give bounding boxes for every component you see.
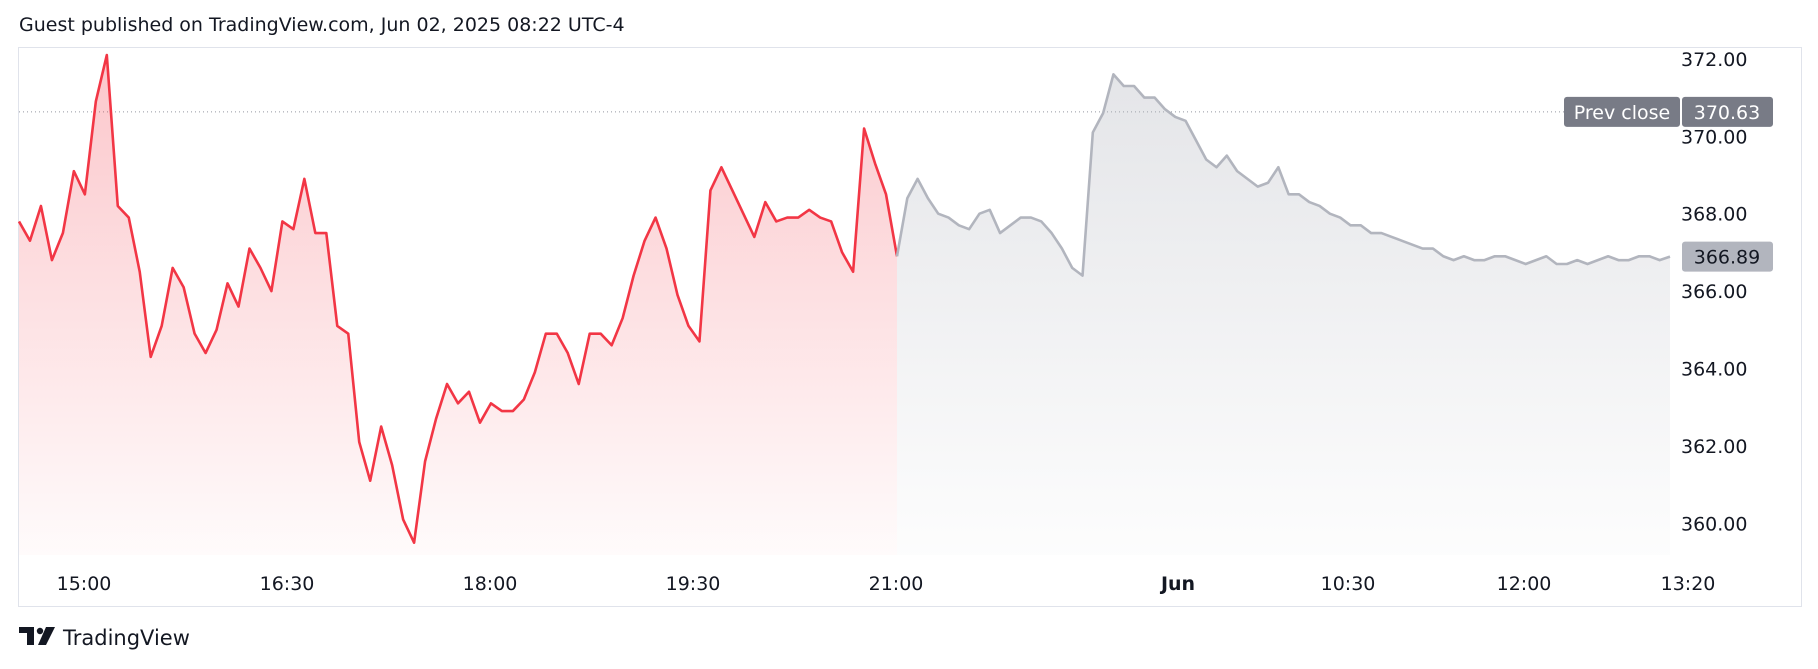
- x-tick-label: 13:20: [1661, 573, 1716, 595]
- prev-close-badge: [1564, 96, 1680, 127]
- prev-close-value-badge: [1682, 96, 1773, 127]
- y-tick-label: 362.00: [1681, 436, 1747, 458]
- y-tick-label: 364.00: [1681, 359, 1747, 381]
- y-tick-label: 368.00: [1681, 204, 1747, 226]
- chart-frame: [18, 47, 1802, 607]
- x-tick-label: 21:00: [869, 573, 924, 595]
- extended-session-line[interactable]: [895, 73, 1671, 277]
- x-tick-label: 16:30: [260, 573, 315, 595]
- x-tick-label: 15:00: [57, 573, 112, 595]
- y-tick-label: 366.00: [1681, 281, 1747, 303]
- x-tick-label: Jun: [1159, 573, 1195, 595]
- x-tick-label: 18:00: [463, 573, 518, 595]
- tradingview-logo-icon: [19, 626, 55, 650]
- footer-brand[interactable]: TradingView: [19, 626, 190, 650]
- footer-brand-name: TradingView: [63, 626, 190, 650]
- prev-close-label: Prev close: [1574, 102, 1670, 124]
- last-price-badge: [1682, 241, 1773, 272]
- y-tick-label: 370.00: [1681, 126, 1747, 148]
- extended-session-area: [897, 74, 1670, 555]
- last-price-value: 366.89: [1694, 247, 1760, 269]
- prev-close-value: 370.63: [1694, 102, 1760, 124]
- regular-session-line[interactable]: [17, 53, 899, 544]
- regular-session-area: [19, 55, 897, 555]
- x-tick-label: 19:30: [666, 573, 721, 595]
- x-tick-label: 12:00: [1497, 573, 1552, 595]
- y-tick-label: 372.00: [1681, 49, 1747, 71]
- published-caption: Guest published on TradingView.com, Jun …: [19, 14, 625, 36]
- y-tick-label: 360.00: [1681, 513, 1747, 535]
- x-tick-label: 10:30: [1321, 573, 1376, 595]
